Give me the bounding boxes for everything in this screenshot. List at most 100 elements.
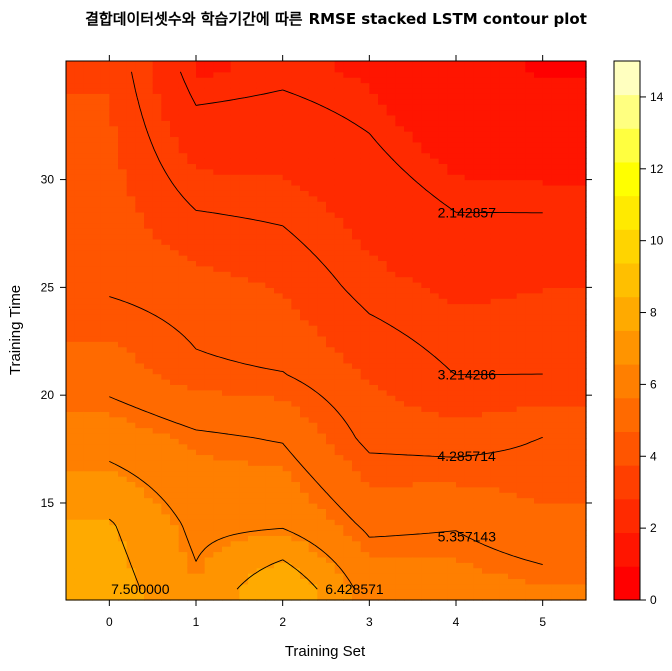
heatmap-cell [369, 179, 379, 186]
heatmap-cell [83, 114, 93, 121]
heatmap-cell [464, 190, 474, 197]
heatmap-cell [100, 82, 110, 89]
heatmap-cell [118, 104, 128, 111]
heatmap-cell [360, 303, 370, 310]
heatmap-cell [438, 244, 448, 251]
heatmap-cell [248, 114, 258, 121]
heatmap-cell [482, 179, 492, 186]
heatmap-cell [482, 217, 492, 224]
heatmap-cell [386, 594, 396, 601]
heatmap-cell [66, 222, 76, 229]
heatmap-cell [248, 168, 258, 175]
heatmap-cell [282, 379, 292, 385]
heatmap-cell [352, 481, 362, 488]
heatmap-cell [109, 66, 119, 73]
heatmap-cell [300, 120, 310, 127]
heatmap-cell [248, 594, 258, 601]
heatmap-cell [196, 546, 206, 553]
heatmap-cell [404, 379, 414, 385]
heatmap-cell [334, 244, 344, 251]
heatmap-cell [83, 422, 93, 429]
heatmap-cell [170, 395, 180, 402]
heatmap-cell [473, 497, 483, 504]
heatmap-cell [421, 573, 431, 580]
heatmap-cell [412, 416, 422, 423]
heatmap-cell [482, 163, 492, 170]
heatmap-cell [170, 158, 180, 165]
heatmap-cell [230, 195, 240, 202]
heatmap-cell [187, 583, 197, 590]
heatmap-cell [118, 470, 128, 477]
heatmap-cell [291, 454, 301, 461]
heatmap-cell [343, 136, 353, 143]
heatmap-cell [404, 492, 414, 499]
heatmap-cell [386, 77, 396, 84]
heatmap-cell [334, 82, 344, 89]
heatmap-cell [230, 158, 240, 165]
heatmap-cell [152, 287, 162, 294]
heatmap-cell [378, 265, 388, 272]
heatmap-cell [100, 276, 110, 283]
heatmap-cell [300, 438, 310, 445]
heatmap-cell [317, 308, 327, 315]
heatmap-cell [438, 195, 448, 202]
heatmap-cell [308, 255, 318, 262]
heatmap-cell [74, 217, 84, 224]
heatmap-cell [447, 567, 457, 574]
heatmap-cell [473, 325, 483, 332]
heatmap-cell [256, 201, 266, 208]
heatmap-cell [265, 459, 275, 466]
heatmap-cell [430, 276, 440, 283]
heatmap-cell [178, 222, 188, 229]
heatmap-cell [395, 411, 405, 418]
heatmap-cell [170, 502, 180, 509]
heatmap-cell [118, 384, 128, 391]
heatmap-cell [317, 540, 327, 547]
heatmap-cell [430, 298, 440, 305]
heatmap-cell [83, 524, 93, 531]
heatmap-cell [404, 217, 414, 224]
heatmap-cell [326, 373, 336, 380]
heatmap-cell [464, 432, 474, 439]
heatmap-cell [109, 238, 119, 245]
heatmap-cell [482, 211, 492, 218]
heatmap-cell [300, 546, 310, 553]
heatmap-cell [161, 422, 171, 429]
heatmap-cell [196, 152, 206, 159]
heatmap-cell [404, 551, 414, 558]
heatmap-cell [187, 465, 197, 472]
heatmap-cell [83, 405, 93, 412]
heatmap-cell [213, 228, 223, 235]
heatmap-cell [74, 400, 84, 407]
heatmap-cell [378, 481, 388, 488]
heatmap-cell [456, 87, 466, 94]
heatmap-cell [178, 556, 188, 563]
heatmap-cell [230, 206, 240, 213]
heatmap-cell [83, 265, 93, 272]
heatmap-cell [326, 61, 336, 67]
heatmap-cell [421, 384, 431, 391]
heatmap-cell [178, 168, 188, 175]
heatmap-cell [334, 174, 344, 181]
heatmap-cell [482, 168, 492, 175]
heatmap-cell [352, 416, 362, 423]
heatmap-cell [135, 357, 145, 364]
heatmap-cell [360, 476, 370, 483]
heatmap-cell [83, 470, 93, 477]
heatmap-cell [118, 163, 128, 170]
heatmap-cell [369, 238, 379, 245]
heatmap-cell [74, 481, 84, 488]
heatmap-cell [274, 583, 284, 590]
heatmap-cell [386, 71, 396, 78]
heatmap-cell [204, 583, 214, 590]
heatmap-cell [308, 152, 318, 159]
heatmap-cell [204, 179, 214, 186]
heatmap-cell [308, 335, 318, 342]
heatmap-cell [369, 395, 379, 402]
heatmap-cell [144, 443, 154, 450]
heatmap-cell [282, 303, 292, 310]
heatmap-cell [464, 163, 474, 170]
heatmap-cell [360, 120, 370, 127]
heatmap-cell [334, 298, 344, 305]
heatmap-cell [100, 109, 110, 116]
